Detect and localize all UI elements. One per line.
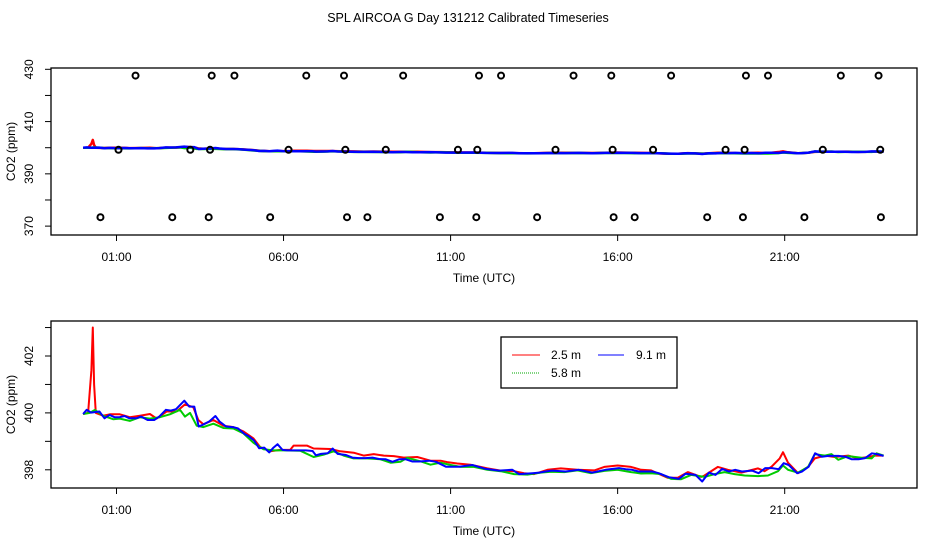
data-point [649, 145, 658, 154]
x-axis: 01:00 06:00 11:00 16:00 21:00 Time (UTC) [101, 235, 800, 285]
data-point [114, 145, 123, 154]
x-tick-label: 01:00 [101, 503, 131, 517]
data-point [607, 71, 616, 80]
data-point [876, 213, 885, 222]
legend-box [500, 336, 678, 389]
y-tick-label: 430 [22, 59, 36, 79]
y-tick-label: 370 [22, 216, 36, 236]
x-axis-title: Time (UTC) [453, 524, 515, 538]
data-point [207, 71, 216, 80]
plot-frame [50, 67, 918, 236]
x-tick-label: 11:00 [436, 503, 465, 517]
data-point [343, 213, 352, 222]
data-point [381, 145, 390, 154]
data-point [836, 71, 845, 80]
data-point [302, 71, 311, 80]
data-point [206, 145, 215, 154]
x-tick-label: 21:00 [770, 503, 800, 517]
data-point [667, 71, 676, 80]
x-tick-label: 11:00 [436, 250, 465, 264]
x-tick-label: 06:00 [269, 250, 299, 264]
x-tick-label: 16:00 [603, 250, 633, 264]
data-point [763, 71, 772, 80]
legend-label-2.5m: 2.5 m [551, 348, 581, 362]
data-point [168, 213, 177, 222]
data-point [204, 213, 213, 222]
y-tick-label: 400 [22, 403, 36, 423]
data-point [721, 145, 730, 154]
data-point [363, 213, 372, 222]
data-point [551, 145, 560, 154]
data-point [569, 71, 578, 80]
data-point [473, 145, 482, 154]
x-tick-label: 21:00 [770, 250, 800, 264]
y-tick-label: 398 [22, 459, 36, 479]
data-point [608, 145, 617, 154]
series-line-2.5m [82, 326, 884, 479]
series-line-9.1m [82, 145, 884, 156]
data-point [630, 213, 639, 222]
data-point [230, 71, 239, 80]
data-point [186, 145, 195, 154]
series-line-5.8m [82, 408, 884, 481]
bottom-panel: 01:00 06:00 11:00 16:00 21:00 Time (UTC) 398 40… [4, 320, 918, 538]
data-point [266, 213, 275, 222]
y-axis-title: CO2 (ppm) [4, 122, 18, 181]
y-axis-title: CO2 (ppm) [4, 375, 18, 434]
data-point [740, 145, 749, 154]
data-point [533, 213, 542, 222]
data-point [609, 213, 618, 222]
data-point [341, 145, 350, 154]
data-point [703, 213, 712, 222]
x-tick-label: 06:00 [269, 503, 299, 517]
y-tick-label: 390 [22, 164, 36, 184]
x-axis-title: Time (UTC) [453, 271, 515, 285]
legend-label-9.1m: 9.1 m [636, 348, 666, 362]
y-tick-label: 410 [22, 111, 36, 131]
data-point [472, 213, 481, 222]
legend-label-5.8m: 5.8 m [551, 366, 581, 380]
y-axis: 398 400 402 CO2 (ppm) [4, 327, 51, 480]
top-panel: 01:00 06:00 11:00 16:00 21:00 Time (UTC) 370 39… [4, 59, 918, 285]
data-point [96, 213, 105, 222]
series-line-9.1m [82, 399, 884, 483]
x-axis: 01:00 06:00 11:00 16:00 21:00 Time (UTC) [101, 488, 800, 538]
x-tick-label: 16:00 [603, 503, 633, 517]
data-point [741, 71, 750, 80]
data-point [435, 213, 444, 222]
data-point [453, 145, 462, 154]
data-point [131, 71, 140, 80]
y-tick-label: 402 [22, 346, 36, 366]
data-point [876, 145, 885, 154]
data-point [800, 213, 809, 222]
data-point [497, 71, 506, 80]
data-point [399, 71, 408, 80]
x-tick-label: 01:00 [101, 250, 131, 264]
y-axis: 370 390 410 430 CO2 (ppm) [4, 59, 51, 236]
data-point [818, 145, 827, 154]
plot-frame [50, 320, 918, 489]
data-point [340, 71, 349, 80]
data-point [474, 71, 483, 80]
figure-title: SPL AIRCOA G Day 131212 Calibrated Times… [327, 11, 609, 25]
legend: 2.5 m 9.1 m 5.8 m [500, 336, 678, 389]
data-point [284, 145, 293, 154]
data-point [874, 71, 883, 80]
data-point [738, 213, 747, 222]
